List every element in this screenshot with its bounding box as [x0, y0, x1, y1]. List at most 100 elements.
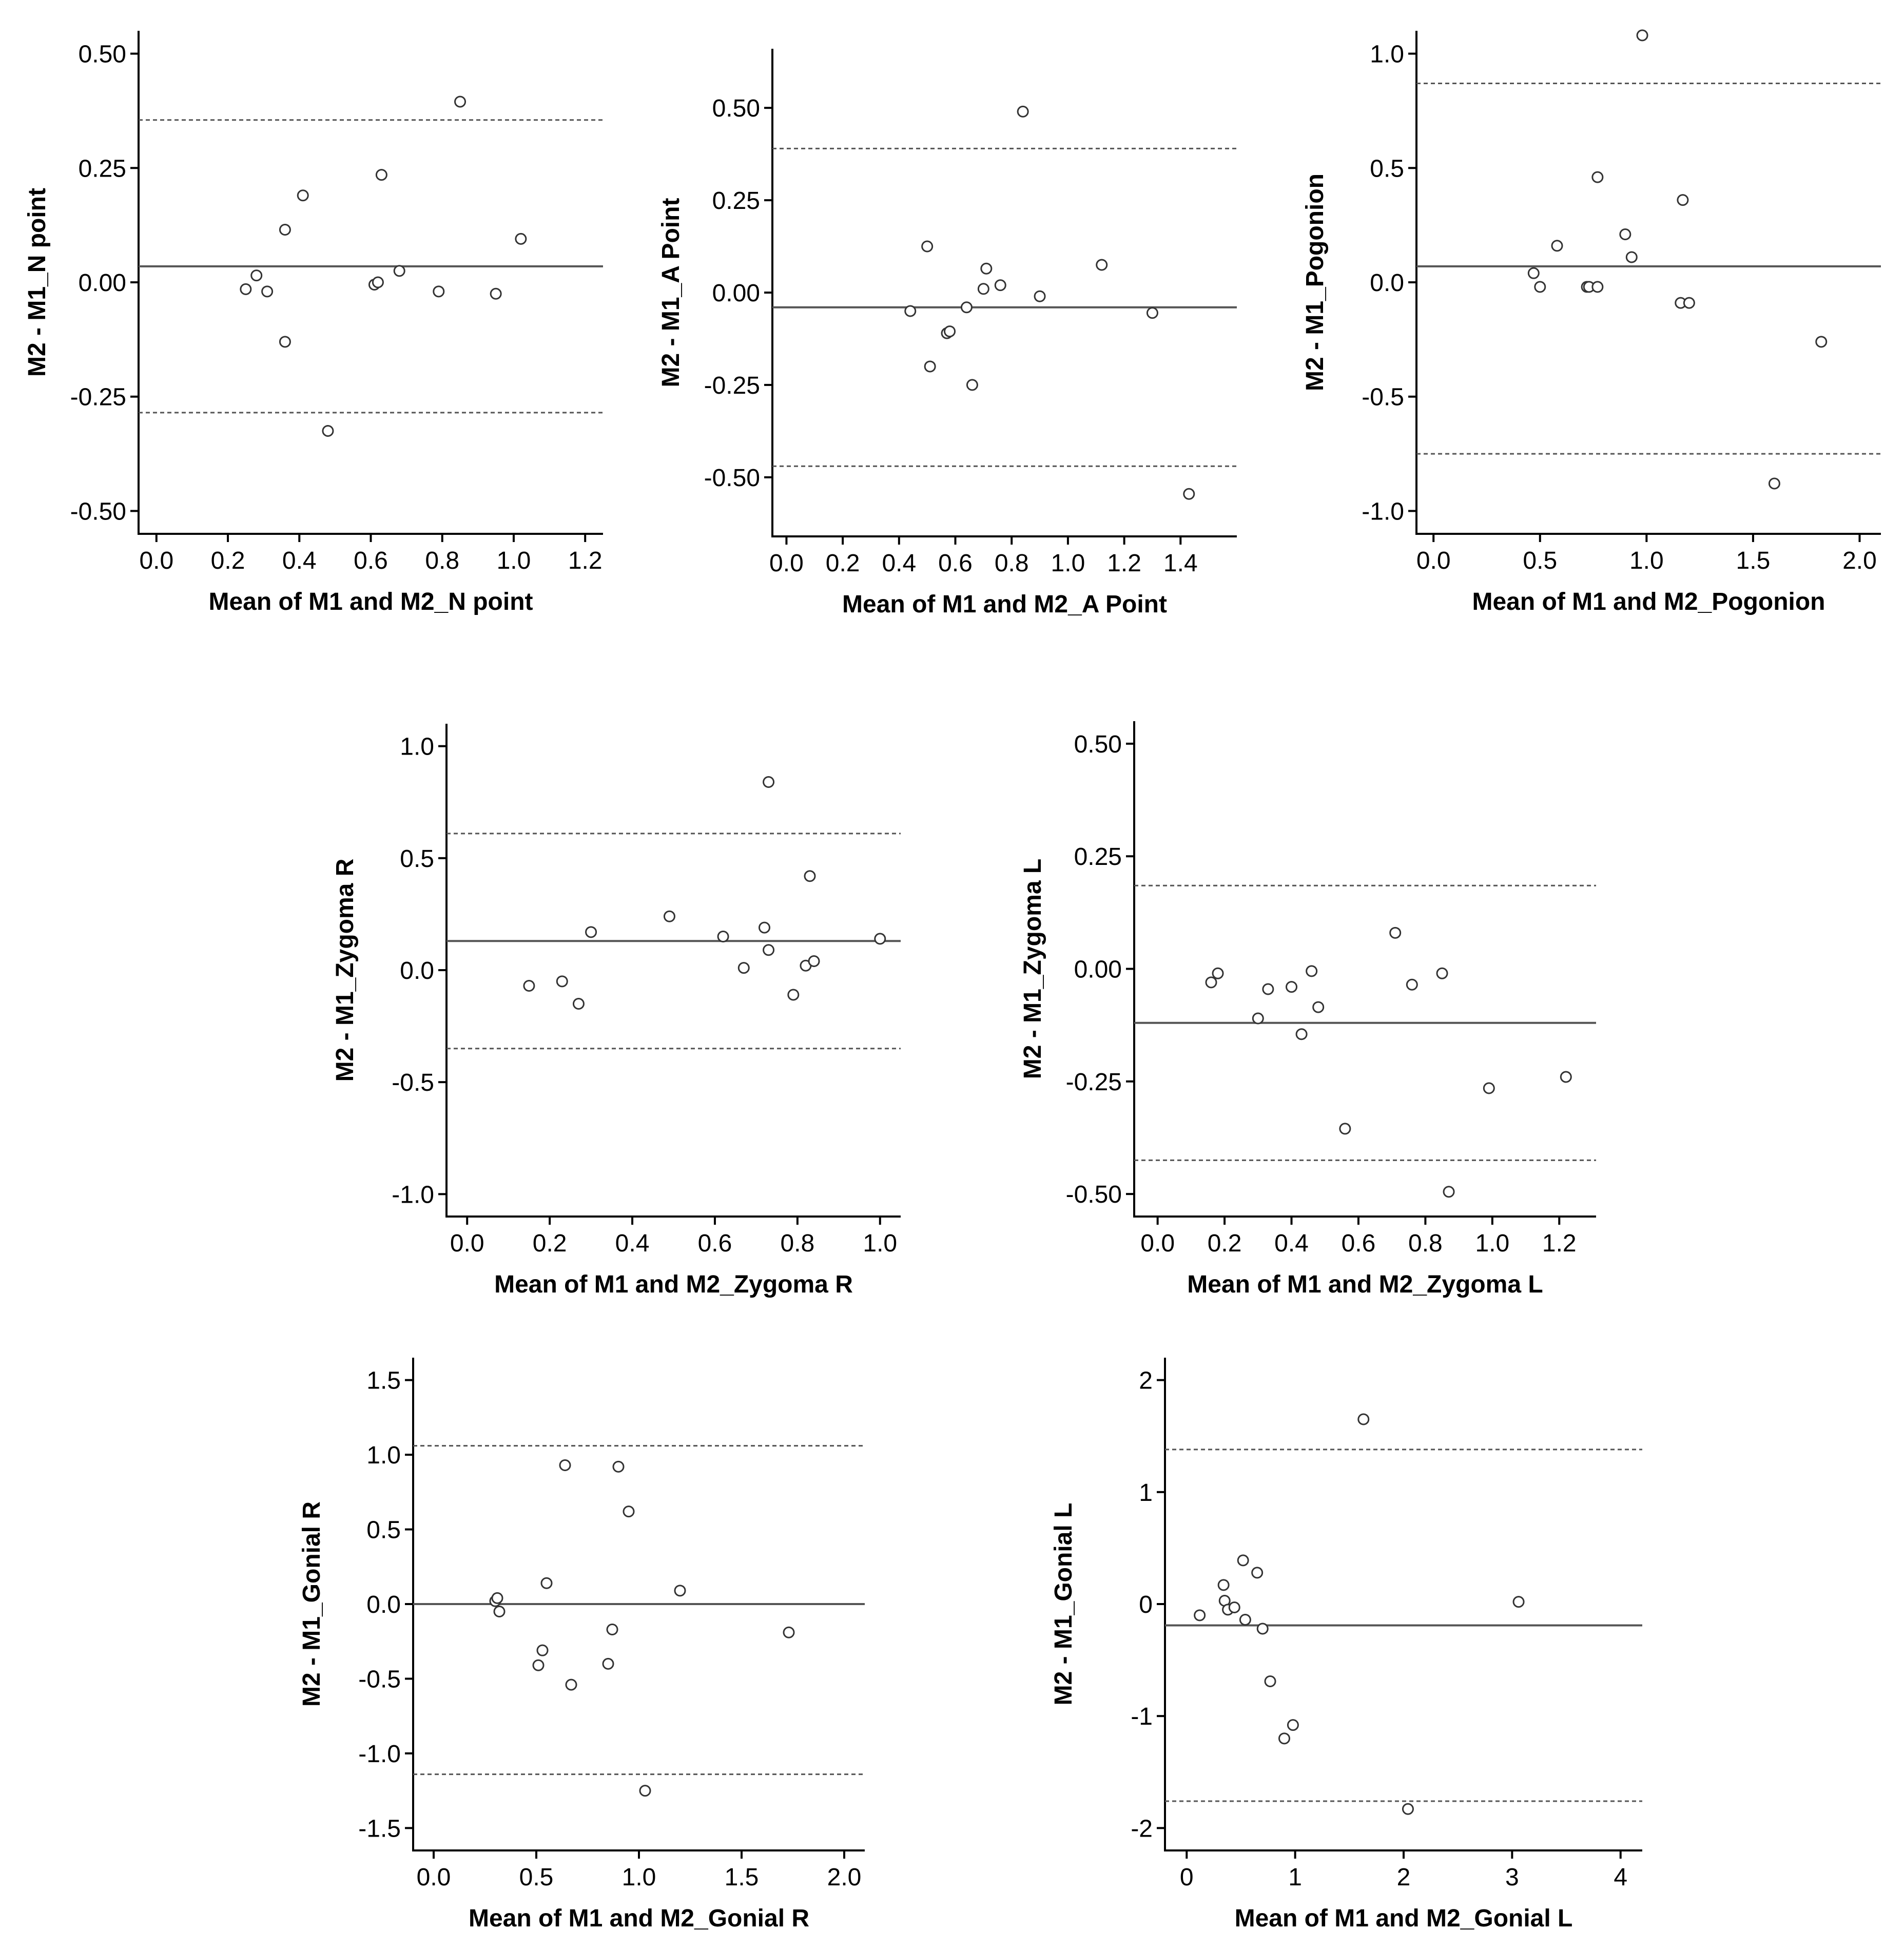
- data-point: [1237, 1554, 1249, 1567]
- y-tick-label: 0.50: [712, 95, 760, 122]
- data-point: [322, 425, 334, 437]
- data-point: [606, 1623, 618, 1635]
- data-point: [1560, 1071, 1572, 1083]
- y-tick-label: 0.0: [366, 1591, 401, 1618]
- x-axis-title: Mean of M1 and M2_Zygoma L: [1187, 1271, 1543, 1298]
- data-point: [1205, 976, 1217, 989]
- data-point: [1389, 927, 1402, 939]
- x-tick-label: 0.8: [425, 547, 459, 574]
- x-axis-title: Mean of M1 and M2_A Point: [842, 591, 1167, 618]
- y-tick-label: 1: [1139, 1479, 1153, 1507]
- x-tick-label: 0.8: [1408, 1230, 1443, 1257]
- y-axis-title: M2 - M1_A Point: [657, 198, 685, 388]
- data-point: [804, 870, 816, 882]
- y-axis-title: M2 - M1_Gonial L: [1050, 1503, 1077, 1706]
- x-tick-label: 1.2: [1107, 550, 1141, 577]
- data-point: [1619, 228, 1631, 240]
- x-tick-label: 0.6: [354, 547, 388, 574]
- x-axis-title: Mean of M1 and M2_Gonial L: [1235, 1905, 1573, 1932]
- x-tick-label: 0.0: [769, 550, 804, 577]
- data-point: [1625, 251, 1638, 263]
- y-tick-label: 0.5: [400, 845, 434, 873]
- data-point: [532, 1659, 545, 1671]
- data-point: [763, 776, 775, 788]
- y-tick-label: 0.5: [1370, 155, 1404, 182]
- data-point: [1551, 240, 1563, 252]
- data-point: [1217, 1579, 1230, 1591]
- x-tick-label: 0.0: [417, 1864, 451, 1891]
- y-tick-label: -0.25: [1066, 1069, 1122, 1096]
- x-tick-label: 1.5: [1736, 547, 1771, 574]
- y-tick-label: -1.0: [358, 1741, 401, 1768]
- y-tick-label: 1.5: [366, 1367, 401, 1395]
- x-tick-label: 1.0: [1475, 1230, 1509, 1257]
- data-point: [737, 962, 750, 974]
- data-point: [1306, 965, 1318, 977]
- plot-pogonion: 1.0 0.5 0.0 -0.5 -1.0 0.0 0.5 1.0 1.5 2.0 Mean of …: [1301, 29, 1881, 615]
- axis-frame: [1415, 31, 1881, 535]
- data-point: [1252, 1012, 1264, 1025]
- data-point: [1096, 259, 1108, 271]
- y-tick-label: 1.0: [1370, 41, 1404, 68]
- y-tick-label: 0.0: [400, 957, 434, 985]
- x-tick-label: 1: [1288, 1864, 1302, 1891]
- data-point: [944, 325, 956, 338]
- axis-frame: [1164, 1358, 1642, 1851]
- data-point: [1287, 1719, 1299, 1731]
- x-tick-label: 0.5: [1523, 547, 1557, 574]
- y-tick-label: -0.50: [704, 465, 760, 492]
- x-tick-label: 0.8: [995, 550, 1029, 577]
- data-point: [1256, 1623, 1269, 1635]
- y-tick-label: -0.50: [1066, 1181, 1122, 1208]
- y-tick-label: 0.00: [1074, 956, 1122, 983]
- y-tick-label: -1.5: [358, 1815, 401, 1842]
- x-tick-label: 3: [1505, 1864, 1519, 1891]
- x-tick-label: 0.0: [450, 1230, 484, 1257]
- data-point: [1483, 1082, 1495, 1094]
- y-tick-label: 0.50: [79, 41, 126, 68]
- y-tick-label: -0.50: [70, 498, 126, 525]
- plot-a-point: 0.50 0.25 0.00 -0.25 -0.50 0.0 0.2 0.4 0.6 0.8 1.0…: [657, 49, 1237, 618]
- data-point: [1183, 488, 1195, 500]
- data-point: [808, 955, 820, 968]
- x-tick-label: 1.5: [725, 1864, 759, 1891]
- data-point: [279, 336, 291, 348]
- y-tick-label: 1.0: [366, 1442, 401, 1469]
- data-point: [966, 379, 978, 391]
- x-tick-label: 1.0: [1629, 547, 1664, 574]
- x-tick-label: 2.0: [827, 1864, 862, 1891]
- data-point: [1034, 290, 1046, 302]
- data-point: [612, 1460, 625, 1473]
- y-axis-title: M2 - M1_N point: [24, 188, 51, 377]
- data-point: [1402, 1803, 1414, 1815]
- data-point: [1357, 1413, 1370, 1425]
- y-tick-label: -0.5: [358, 1666, 401, 1693]
- data-point: [540, 1577, 553, 1589]
- x-tick-label: 1.0: [497, 547, 531, 574]
- y-tick-label: -0.5: [1362, 384, 1404, 411]
- data-point: [490, 287, 502, 300]
- y-tick-label: 0.50: [1074, 731, 1122, 758]
- data-point: [1264, 1675, 1276, 1688]
- data-point: [261, 285, 274, 298]
- data-point: [1212, 967, 1224, 979]
- x-tick-label: 0.2: [211, 547, 245, 574]
- plot-gonial-l: 2 1 0 -1 -2 0 1 2 3 4 Mean of M1 and M2_Gonial L M2…: [1050, 1358, 1642, 1932]
- x-tick-label: 1.2: [568, 547, 603, 574]
- y-tick-label: -0.25: [704, 372, 760, 399]
- data-point: [1262, 983, 1274, 995]
- data-point: [1339, 1123, 1351, 1135]
- y-axis-title: M2 - M1_Zygoma R: [332, 859, 359, 1082]
- plot-n-point: 0.50 0.25 0.00 -0.25 -0.50 0.0 0.2 0.4 0.6 0.8 1.0…: [24, 31, 603, 615]
- data-point: [491, 1592, 503, 1604]
- data-point: [1534, 281, 1546, 293]
- x-tick-label: 1.0: [1051, 550, 1085, 577]
- x-tick-label: 0.8: [780, 1230, 814, 1257]
- x-axis-title: Mean of M1 and M2_N point: [208, 588, 533, 615]
- y-tick-label: 0.25: [1074, 843, 1122, 871]
- data-point: [1194, 1609, 1206, 1622]
- data-point: [297, 189, 309, 202]
- data-point: [433, 285, 445, 298]
- data-point: [375, 169, 387, 181]
- data-point: [559, 1459, 571, 1471]
